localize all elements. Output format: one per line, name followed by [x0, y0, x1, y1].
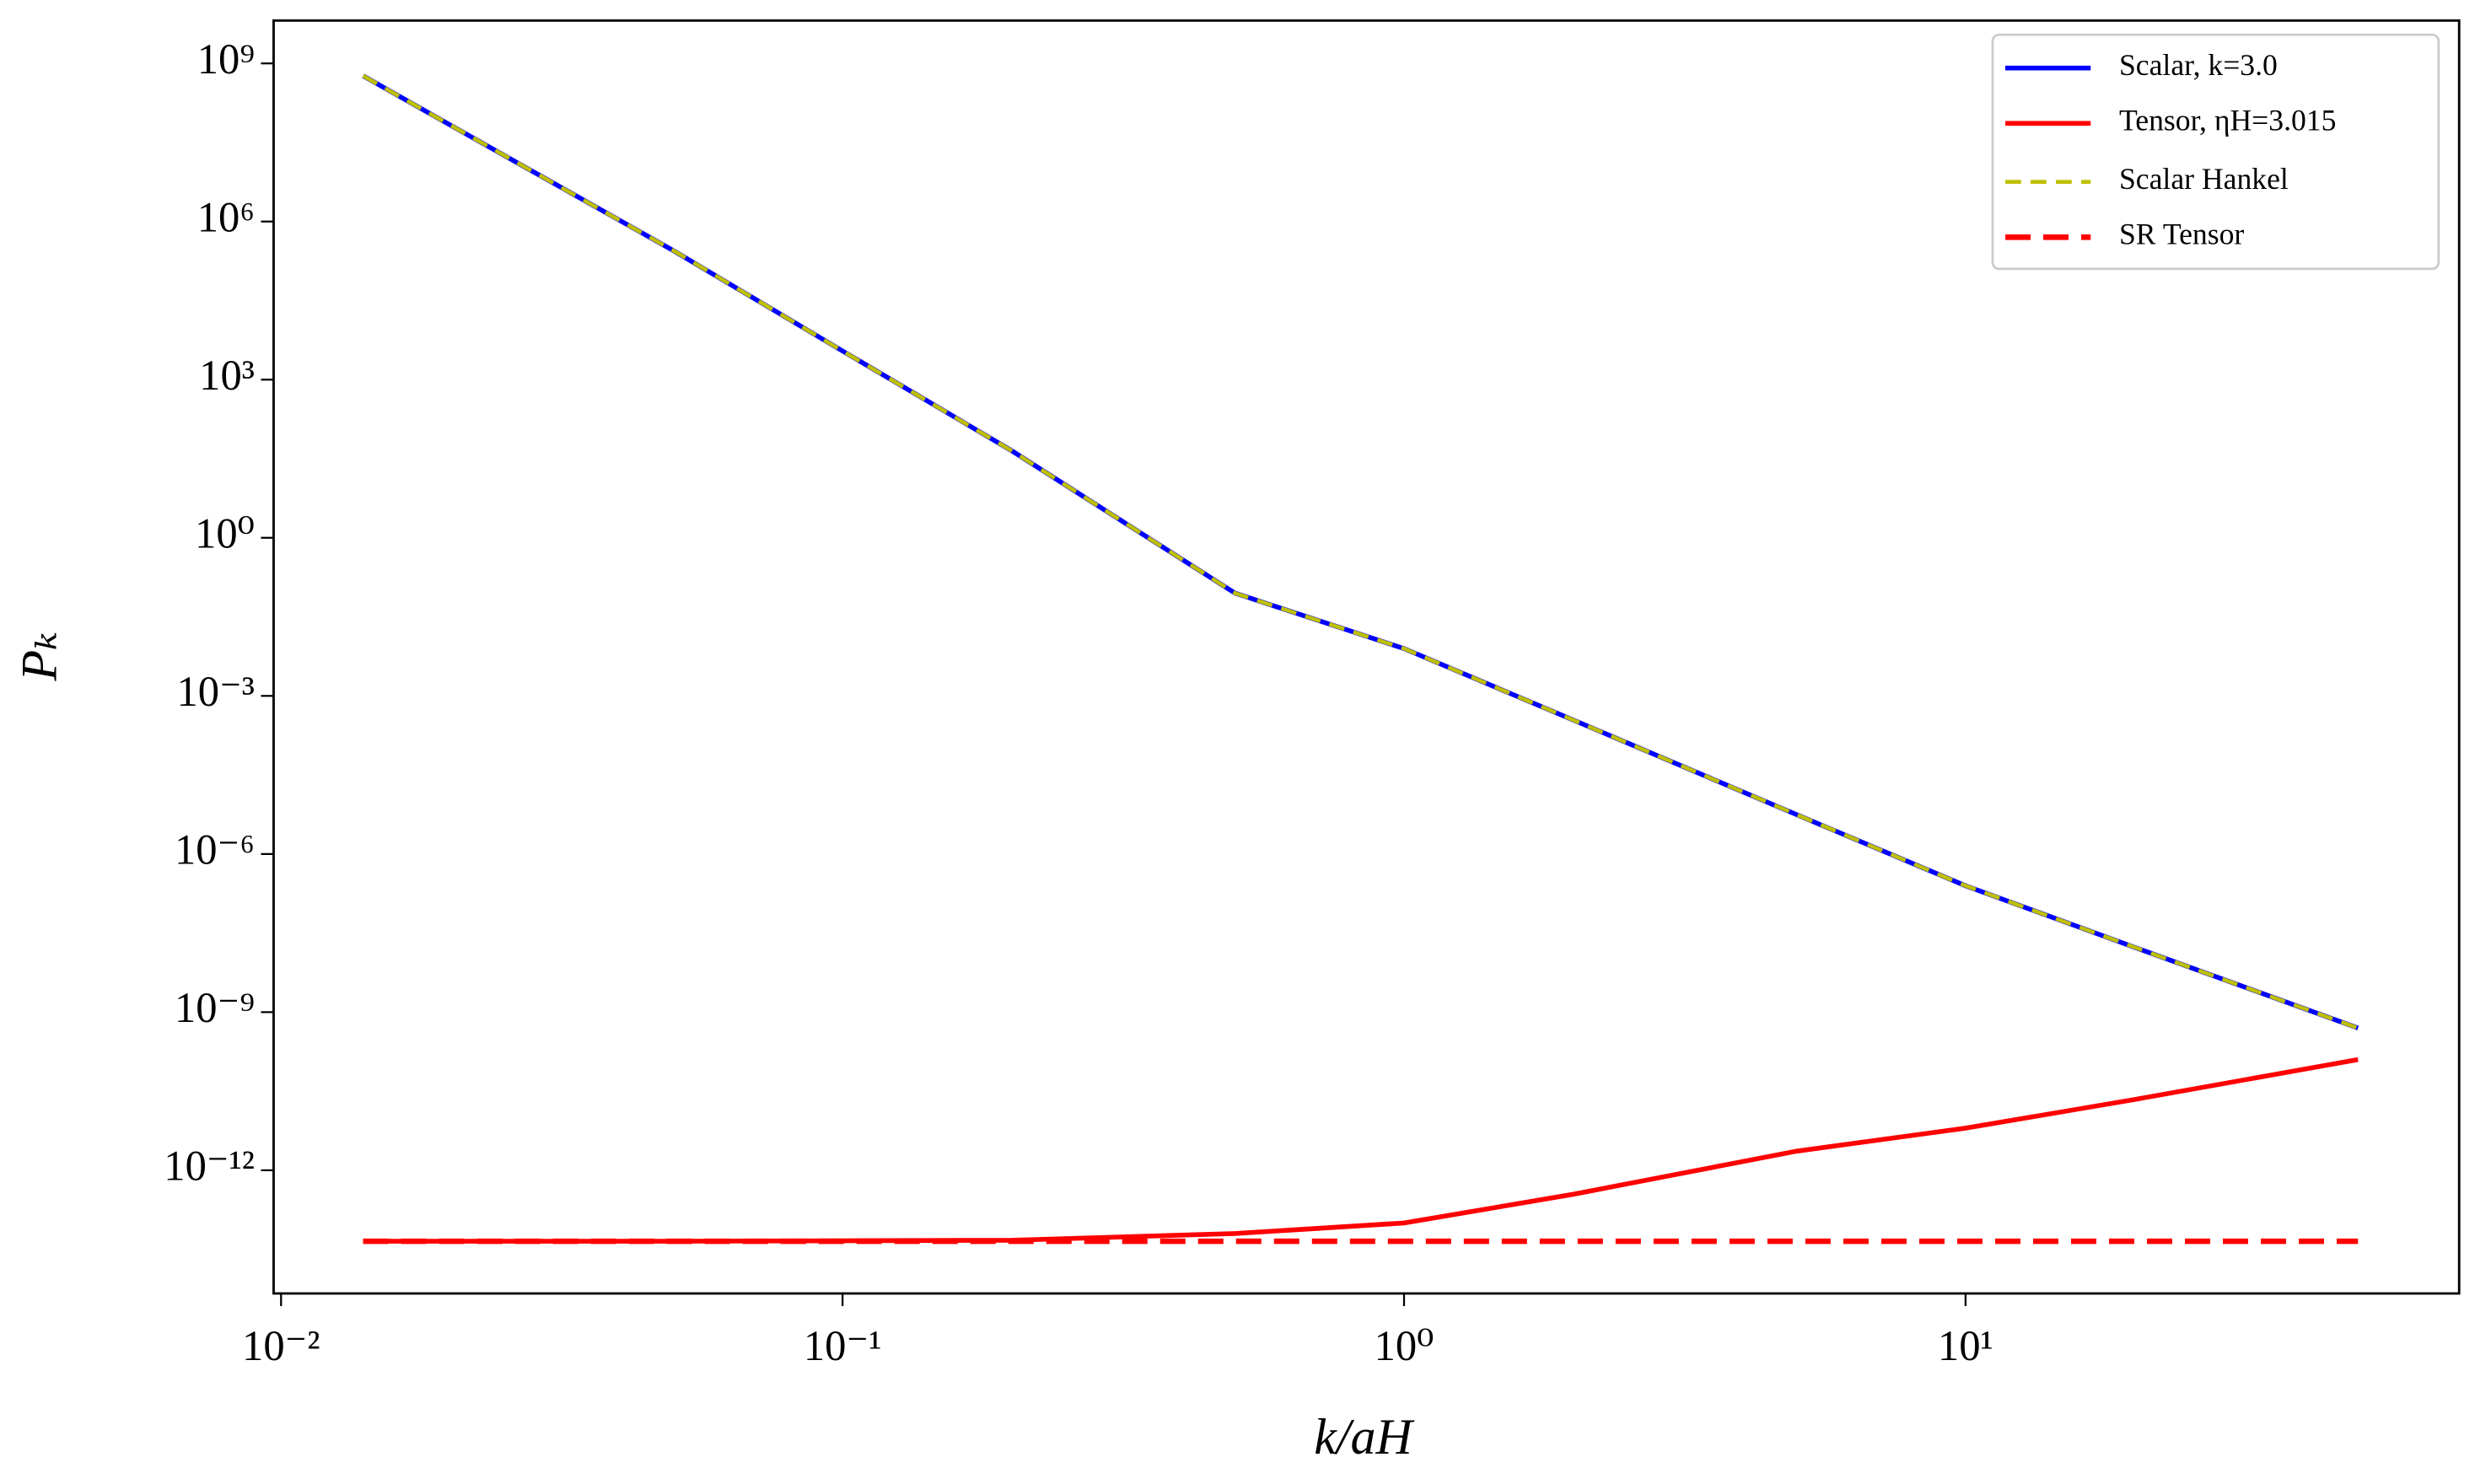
y-tick-label: 10⁻³ — [176, 668, 255, 715]
y-tick-label: 10⁶ — [197, 193, 255, 240]
y-tick-label: 10⁻⁹ — [175, 984, 255, 1031]
x-tick-label: 10⁻¹ — [804, 1322, 882, 1369]
x-axis-label: k/aH — [1314, 1409, 1415, 1465]
legend-label: Tensor, ηH=3.015 — [2119, 103, 2336, 137]
y-tick-label: 10⁻⁶ — [175, 825, 255, 873]
legend-label: Scalar Hankel — [2119, 162, 2289, 196]
legend-label: SR Tensor — [2119, 217, 2244, 250]
y-tick-label: 10⁻¹² — [164, 1143, 255, 1190]
x-tick-label: 10¹ — [1938, 1322, 1993, 1369]
legend-label: Scalar, k=3.0 — [2119, 48, 2278, 82]
y-axis-label: Pₖ — [11, 632, 67, 682]
x-tick-label: 10⁻² — [242, 1322, 320, 1369]
series-line — [363, 1057, 2359, 1244]
y-tick-label: 10³ — [199, 352, 255, 399]
plot-frame — [272, 19, 2461, 1295]
y-tick-label: 10⁹ — [197, 35, 255, 83]
legend-box — [1991, 33, 2440, 271]
y-tick-label: 10⁰ — [195, 509, 255, 556]
x-tick-label: 10⁰ — [1375, 1322, 1434, 1369]
series-line — [362, 73, 2359, 1030]
